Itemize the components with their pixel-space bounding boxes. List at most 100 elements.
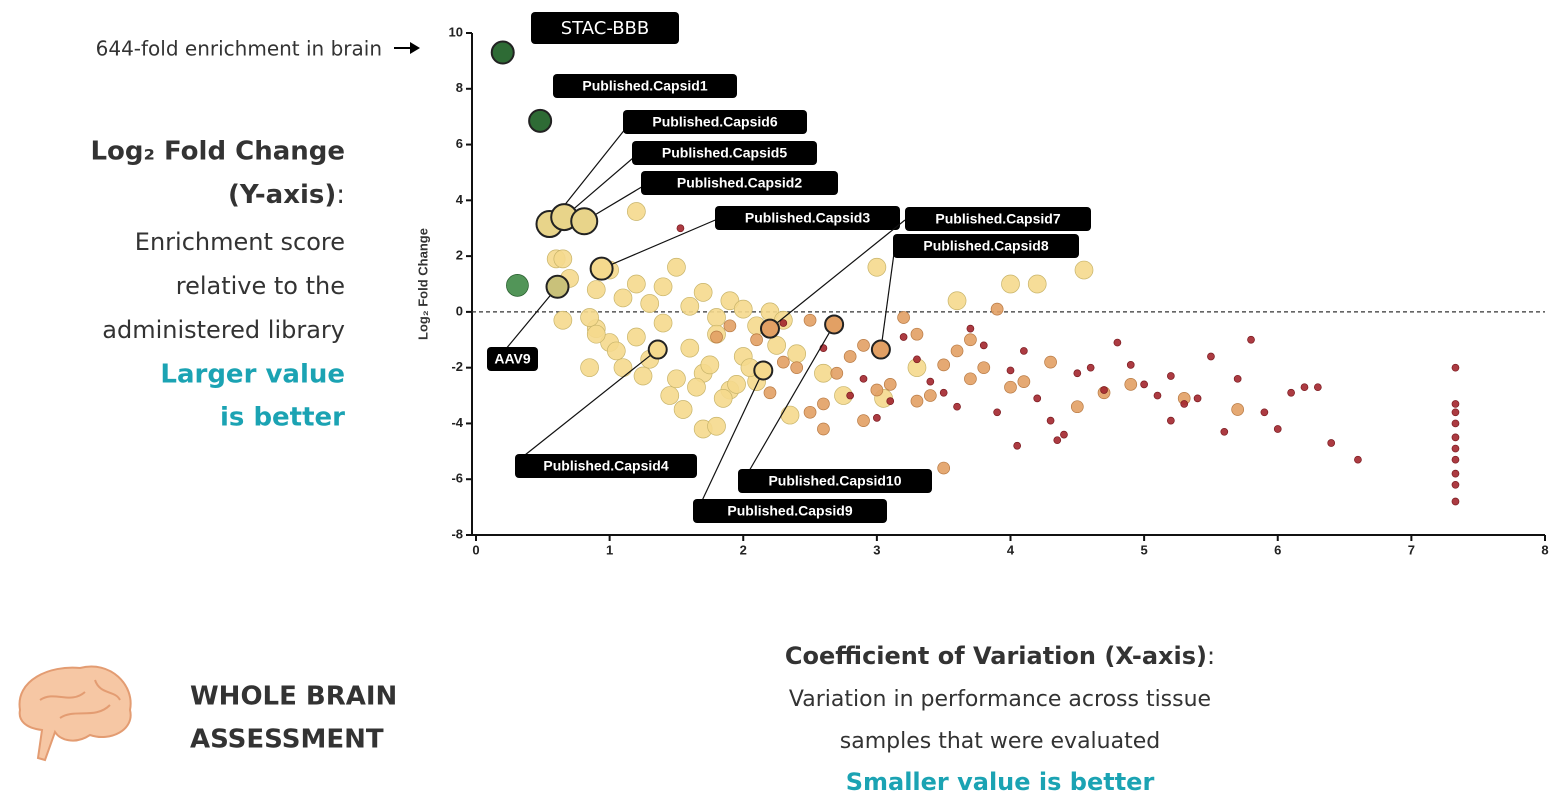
point: [990, 302, 1004, 316]
point: [586, 324, 606, 344]
point: [667, 369, 686, 389]
point-label: Published.Capsid1: [582, 78, 707, 94]
point: [1100, 386, 1108, 394]
annotated-point: [545, 274, 570, 299]
enrichment-note: 644-fold enrichment in brain: [96, 37, 382, 61]
point-label: Published.Capsid7: [935, 211, 1060, 227]
point: [939, 388, 948, 397]
point: [1451, 444, 1460, 453]
point: [1451, 480, 1460, 489]
point: [1300, 383, 1309, 392]
point: [1273, 425, 1282, 433]
point: [846, 391, 855, 400]
annotated-point: [824, 314, 845, 335]
y-note-line: relative to the: [176, 272, 345, 300]
x-note-title-text: Coefficient of Variation (X-axis): [785, 642, 1207, 670]
point: [1070, 400, 1084, 414]
x-tick-label: 4: [1007, 542, 1015, 557]
point: [767, 336, 787, 355]
y-axis-label: Log₂ Fold Change: [415, 228, 430, 340]
y-note-highlight: Larger value: [160, 360, 345, 390]
annotated-point: [647, 339, 668, 360]
point: [1001, 274, 1020, 294]
y-note-colon: :: [336, 180, 345, 210]
point: [923, 389, 937, 402]
badge-line: ASSESSMENT: [190, 725, 384, 755]
x-note-line: samples that were evaluated: [840, 729, 1160, 754]
point: [1020, 347, 1028, 355]
point-label: Published.Capsid2: [677, 175, 802, 191]
point: [667, 257, 686, 277]
point: [1004, 380, 1017, 394]
point: [727, 375, 746, 394]
point-label: Published.Capsid3: [745, 210, 870, 226]
point: [626, 327, 646, 347]
annotated-point: [589, 256, 614, 281]
point-label: AAV9: [494, 351, 531, 367]
x-tick-label: 2: [740, 542, 747, 557]
y-tick-label: -8: [451, 526, 463, 541]
point-label: Published.Capsid6: [652, 114, 777, 130]
x-tick-label: 8: [1541, 542, 1548, 557]
point: [803, 405, 817, 419]
point: [586, 280, 606, 299]
point: [843, 350, 857, 363]
point: [700, 355, 720, 375]
point: [687, 377, 706, 397]
point: [964, 333, 977, 347]
label-box: [623, 110, 807, 134]
point: [676, 224, 685, 233]
leader-line: [601, 217, 721, 270]
point: [1074, 260, 1094, 280]
x-note-highlight: Smaller value is better: [846, 768, 1155, 796]
label-box: [738, 469, 932, 493]
y-note-axis: (Y-axis):: [228, 180, 345, 210]
point: [787, 344, 807, 364]
point-label: Published.Capsid9: [727, 503, 852, 519]
point: [883, 378, 897, 391]
label-box: [893, 234, 1079, 258]
point: [830, 366, 844, 380]
y-tick-label: -4: [451, 415, 463, 430]
point: [937, 358, 951, 372]
point: [870, 383, 884, 397]
point: [580, 308, 599, 327]
point: [613, 358, 633, 378]
point: [776, 355, 790, 369]
point: [993, 408, 1001, 417]
point: [1060, 430, 1068, 439]
point: [1327, 439, 1336, 447]
x-tick-label: 1: [606, 542, 613, 557]
brain-icon: [18, 665, 132, 762]
point: [1180, 400, 1189, 408]
point: [1140, 380, 1148, 389]
point: [1231, 403, 1245, 416]
x-note-line: Variation in performance across tissue: [789, 687, 1211, 712]
point: [1166, 372, 1175, 380]
x-tick-label: 6: [1274, 542, 1281, 557]
point: [857, 414, 870, 428]
label-box: [632, 141, 817, 165]
label-box: [531, 12, 679, 44]
y-note-highlight: is better: [220, 403, 345, 433]
point: [1013, 441, 1022, 450]
point: [867, 257, 887, 277]
point-label: Published.Capsid5: [662, 145, 787, 161]
y-tick-label: 10: [449, 24, 463, 39]
leader-line: [563, 151, 641, 218]
badge-line: WHOLE BRAIN: [190, 682, 397, 712]
point: [763, 386, 777, 400]
annotated-point: [870, 339, 891, 360]
point: [1354, 455, 1362, 464]
point: [613, 288, 633, 308]
point: [1247, 335, 1255, 344]
x-tick-label: 7: [1408, 542, 1415, 557]
point: [707, 416, 726, 436]
point: [1451, 408, 1460, 417]
point: [1033, 394, 1042, 403]
x-tick-label: 0: [472, 542, 479, 557]
point: [1113, 338, 1122, 347]
point: [506, 274, 529, 297]
point: [937, 461, 951, 475]
label-box: [715, 206, 900, 230]
